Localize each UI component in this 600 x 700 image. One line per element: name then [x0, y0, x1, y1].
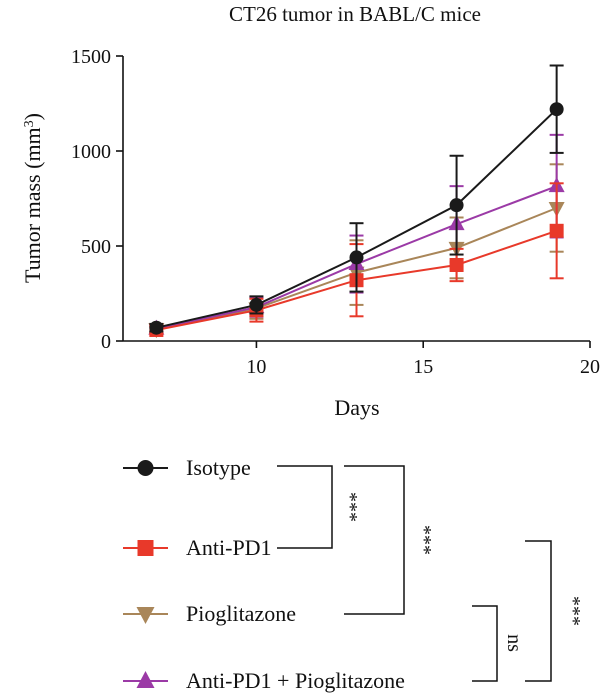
- x-axis-title: Days: [334, 395, 379, 420]
- bracket-line: [472, 605, 498, 682]
- significance-bracket: ns: [472, 605, 525, 682]
- marker-triangle-up: [136, 671, 155, 688]
- significance-brackets: *** *** ns ***: [277, 465, 584, 682]
- y-axis-title-main: Tumor mass (mm: [20, 127, 45, 283]
- y-tick-label: 1000: [71, 141, 111, 163]
- legend: Isotype Anti-PD1 Pioglitazone Anti-PD1 + Pi…: [123, 455, 405, 693]
- marker-circle: [249, 297, 264, 312]
- significance-label: ns: [503, 634, 525, 652]
- x-ticks: 10 15 20: [246, 341, 600, 378]
- significance-bracket: ***: [277, 465, 361, 549]
- legend-label: Isotype: [186, 455, 251, 480]
- legend-item: Isotype: [123, 455, 251, 480]
- x-tick-label: 10: [246, 356, 266, 378]
- marker-square: [137, 540, 154, 556]
- y-tick-label: 0: [101, 331, 111, 353]
- legend-label: Anti-PD1 + Pioglitazone: [186, 668, 405, 693]
- y-tick-label: 500: [81, 236, 111, 258]
- bracket-line: [344, 465, 405, 615]
- significance-bracket: ***: [525, 540, 584, 682]
- legend-item: Pioglitazone: [123, 601, 296, 626]
- series-isotype: [149, 64, 564, 335]
- marker-square: [549, 223, 564, 238]
- y-axis-title-sup: 3: [22, 120, 37, 127]
- significance-label: ***: [413, 525, 435, 555]
- y-axis-title: Tumor mass (mm3): [20, 113, 45, 283]
- significance-label: ***: [339, 492, 361, 522]
- bracket-line: [277, 465, 333, 549]
- x-tick-label: 15: [413, 356, 433, 378]
- chart-title: CT26 tumor in BABL/C mice: [229, 2, 481, 26]
- legend-item: Anti-PD1: [123, 535, 272, 560]
- legend-label: Pioglitazone: [186, 601, 296, 626]
- y-ticks: 0 500 1000 1500: [71, 46, 123, 353]
- significance-bracket: ***: [344, 465, 435, 615]
- x-tick-label: 20: [580, 356, 600, 378]
- marker-circle: [137, 460, 154, 476]
- marker-triangle-down: [136, 607, 155, 624]
- legend-item: Anti-PD1 + Pioglitazone: [123, 668, 405, 693]
- marker-circle: [449, 198, 464, 213]
- bracket-line: [525, 540, 552, 682]
- marker-circle: [349, 250, 364, 265]
- legend-label: Anti-PD1: [186, 535, 272, 560]
- marker-circle: [149, 320, 164, 335]
- marker-circle: [549, 102, 564, 117]
- y-axis-title-end: ): [20, 113, 45, 120]
- marker-square: [449, 258, 464, 272]
- significance-label: ***: [562, 596, 584, 626]
- y-tick-label: 1500: [71, 46, 111, 68]
- plot-area: [148, 64, 565, 339]
